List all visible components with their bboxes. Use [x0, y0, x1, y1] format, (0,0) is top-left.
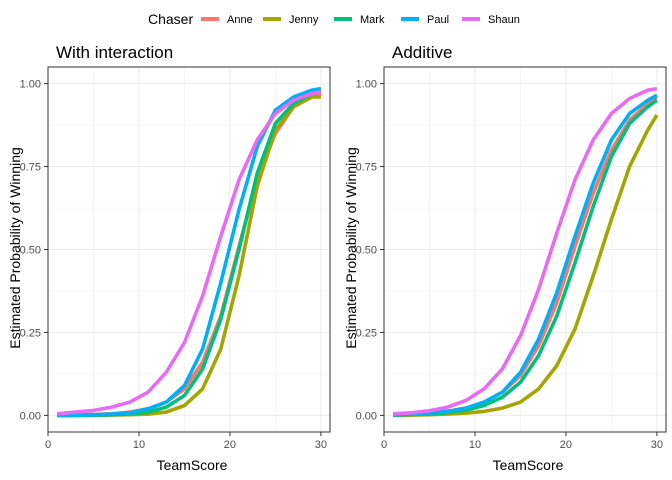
y-tick-label: 1.00: [20, 79, 41, 91]
legend-entry: Anne: [201, 14, 253, 26]
x-tick-label: 30: [651, 439, 663, 451]
legend-label: Anne: [227, 14, 253, 26]
series-lines: [56, 86, 322, 418]
legend-label: Paul: [427, 14, 449, 26]
x-tick-label: 20: [224, 439, 236, 451]
y-tick-label: 0.50: [20, 245, 41, 257]
legend-label: Shaun: [488, 14, 520, 26]
axes: 0 10 20 30 0.00 0.25 0.50 0.75 1.00: [356, 79, 663, 451]
series-line-anne: [57, 91, 322, 417]
x-tick-label: 0: [45, 439, 51, 451]
legend-entry: Shaun: [462, 14, 520, 26]
series-line-mark: [57, 90, 322, 418]
legend-label: Mark: [360, 14, 385, 26]
y-tick-label: 0.75: [356, 162, 377, 174]
axes: 0 10 20 30 0.00 0.25 0.50 0.75 1.00: [20, 79, 327, 451]
panel-with-interaction: With interaction TeamScore Estimated Pro…: [7, 43, 331, 473]
y-tick-label: 1.00: [356, 79, 377, 91]
x-axis-title: TeamScore: [493, 457, 564, 473]
panel-additive: Additive TeamScore Estimated Probability…: [343, 43, 667, 473]
x-axis-title: TeamScore: [157, 457, 228, 473]
series-lines: [393, 86, 659, 418]
y-tick-label: 0.25: [356, 327, 377, 339]
panel-title: With interaction: [56, 43, 173, 62]
y-tick-label: 0.50: [356, 245, 377, 257]
legend-title: Chaser: [148, 11, 193, 27]
legend-label: Jenny: [289, 14, 319, 26]
series-line-paul: [393, 93, 658, 417]
y-tick-label: 0.25: [20, 327, 41, 339]
x-tick-label: 20: [560, 439, 572, 451]
legend-items: Anne Jenny Mark Paul Shaun: [201, 14, 520, 26]
y-axis-title: Estimated Probability of Winning: [7, 147, 23, 349]
x-tick-label: 10: [469, 439, 481, 451]
x-tick-label: 30: [315, 439, 327, 451]
series-line-jenny: [57, 95, 321, 418]
x-tick-label: 10: [133, 439, 145, 451]
legend: Chaser Anne Jenny Mark Paul Shaun: [148, 11, 520, 27]
legend-entry: Paul: [401, 14, 449, 26]
grid: [383, 67, 666, 432]
y-axis-title: Estimated Probability of Winning: [343, 147, 359, 349]
y-tick-label: 0.75: [20, 162, 41, 174]
x-tick-label: 0: [381, 439, 387, 451]
series-line-paul: [57, 86, 322, 418]
series-line-shaun: [393, 86, 658, 416]
panel-title: Additive: [392, 43, 452, 62]
legend-entry: Jenny: [263, 14, 319, 26]
legend-entry: Mark: [334, 14, 385, 26]
y-tick-label: 0.00: [356, 410, 377, 422]
series-line-shaun: [56, 90, 322, 416]
y-tick-label: 0.00: [20, 410, 41, 422]
